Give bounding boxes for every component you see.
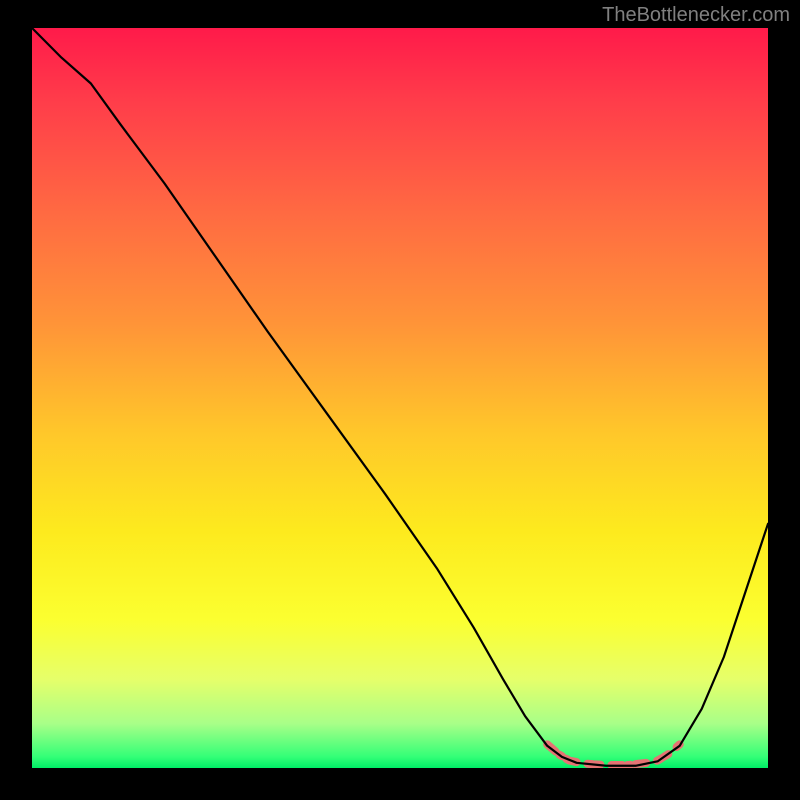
bottleneck-curve	[32, 28, 768, 766]
chart-container: TheBottlenecker.com	[0, 0, 800, 800]
valley-marker	[547, 744, 679, 765]
plot-area	[32, 28, 768, 768]
curve-layer	[32, 28, 768, 768]
watermark-text: TheBottlenecker.com	[602, 4, 790, 27]
